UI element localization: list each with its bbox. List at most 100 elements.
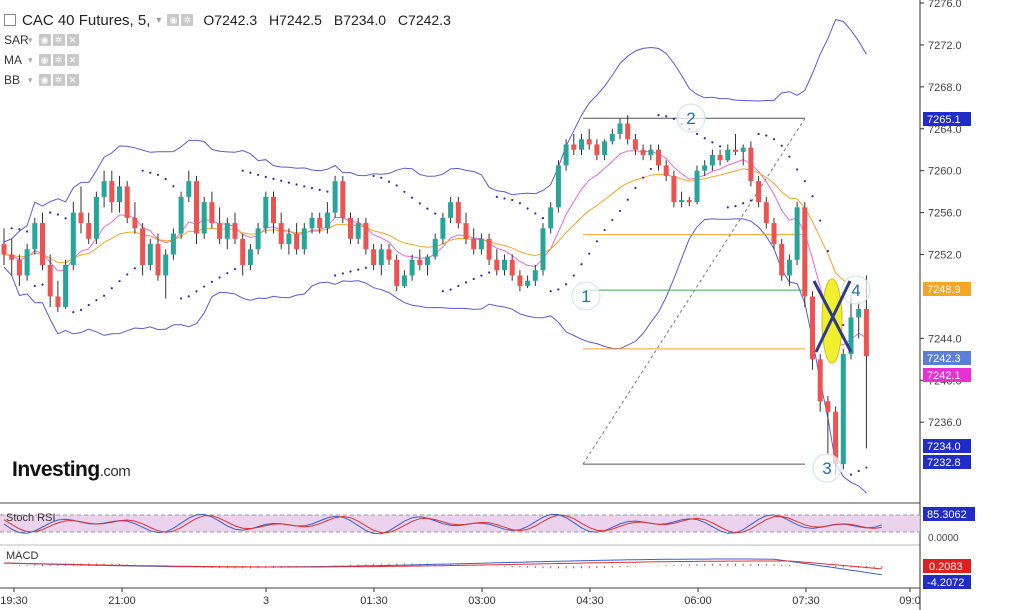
close-icon: ✕ bbox=[66, 74, 79, 86]
indicator-row-ma[interactable]: MA ▾ ◉ ✲ ✕ bbox=[4, 50, 459, 70]
sar-dot bbox=[557, 288, 560, 291]
y-tick-label: 7268.0 bbox=[928, 82, 962, 94]
candle-up bbox=[794, 207, 800, 260]
candle-up bbox=[563, 144, 569, 166]
sar-dot bbox=[534, 212, 537, 215]
macd-value2-tag bbox=[923, 575, 971, 589]
indicator-controls[interactable]: ◉ ✲ ✕ bbox=[38, 34, 79, 46]
candle-down bbox=[748, 147, 754, 182]
candle-up bbox=[425, 256, 430, 265]
dropdown-icon[interactable]: ▾ bbox=[28, 74, 33, 85]
gear-icon: ✲ bbox=[52, 54, 65, 66]
candle-down bbox=[825, 401, 831, 412]
sar-dot bbox=[141, 169, 144, 172]
y-tick-label: 7236.0 bbox=[928, 417, 962, 429]
candlesticks[interactable] bbox=[1, 115, 869, 475]
candle-down bbox=[1, 244, 7, 255]
sar-dot bbox=[164, 177, 167, 181]
sar-dot bbox=[865, 466, 868, 469]
indicator-row-bb[interactable]: BB ▾ ◉ ✲ ✕ bbox=[4, 70, 459, 90]
sar-dot bbox=[457, 284, 460, 288]
candle-up bbox=[548, 207, 554, 229]
y-tick-label: 7256.0 bbox=[928, 208, 962, 220]
open-value: O7242.3 bbox=[203, 12, 258, 28]
candle-down bbox=[771, 223, 777, 245]
price-tag-label: 7265.1 bbox=[927, 114, 961, 126]
sar-dot bbox=[611, 218, 614, 222]
y-tick-label: 7272.0 bbox=[928, 40, 962, 52]
stoch-value-tag bbox=[923, 507, 975, 521]
sar-dot bbox=[403, 190, 406, 193]
wave-label-circle bbox=[571, 281, 601, 311]
candle-up bbox=[617, 123, 623, 134]
sar-dot bbox=[310, 187, 314, 190]
candle-down bbox=[317, 217, 323, 229]
candle-up bbox=[247, 249, 253, 265]
candle-down bbox=[817, 359, 823, 402]
indicator-controls[interactable]: ◉ ✲ ✕ bbox=[38, 54, 79, 66]
wave-label-3: 3 bbox=[822, 459, 831, 478]
candle-down bbox=[40, 223, 45, 265]
sar-dot bbox=[395, 184, 398, 187]
sar-dot bbox=[819, 219, 822, 222]
sar-dot bbox=[434, 212, 437, 215]
dropdown-icon[interactable]: ▾ bbox=[28, 54, 33, 65]
candle-up bbox=[401, 275, 407, 286]
sar-dot bbox=[195, 290, 198, 293]
annotations[interactable]: 1 2 3 4 bbox=[571, 103, 871, 483]
candle-up bbox=[301, 228, 307, 250]
candle-up bbox=[725, 149, 731, 161]
sar-dot bbox=[241, 169, 244, 172]
candle-up bbox=[63, 265, 69, 307]
candle-up bbox=[694, 170, 700, 203]
candle-up bbox=[602, 141, 608, 155]
macd-label[interactable]: MACD bbox=[6, 550, 39, 562]
time-axis[interactable]: 19:30 21:00 3 01:30 03:00 04:30 06:00 07:30 09:0 bbox=[0, 588, 921, 607]
price-tag bbox=[923, 368, 971, 382]
candle-up bbox=[702, 165, 708, 171]
indicator-row-sar[interactable]: SAR ▾ ◉ ✲ ✕ bbox=[4, 30, 459, 50]
candle-up bbox=[448, 202, 454, 218]
sar-dot bbox=[749, 199, 753, 202]
candle-up bbox=[147, 244, 153, 265]
sar-dot bbox=[657, 114, 660, 117]
sar-dot bbox=[357, 268, 360, 271]
candle-up bbox=[255, 228, 261, 250]
sar-dot bbox=[449, 288, 452, 291]
dropdown-icon[interactable]: ▾ bbox=[28, 34, 33, 45]
candle-up bbox=[502, 259, 507, 271]
sar-dot bbox=[711, 141, 714, 144]
price-tag bbox=[923, 112, 971, 126]
sar-dot bbox=[411, 196, 414, 199]
sar-dot bbox=[480, 274, 483, 277]
price-tag-label: 7242.3 bbox=[927, 353, 961, 365]
candle-down bbox=[124, 186, 130, 218]
symbol-title[interactable]: CAC 40 Futures, 5, bbox=[22, 11, 151, 29]
sar-dot bbox=[603, 228, 606, 232]
dropdown-icon[interactable]: ▾ bbox=[156, 14, 162, 26]
sar-dot bbox=[303, 185, 306, 188]
macd-pane[interactable]: 0.2083 -4.2072 bbox=[3, 558, 971, 589]
sar-dot bbox=[495, 195, 498, 198]
stoch-rsi-label[interactable]: Stoch RSI bbox=[6, 512, 56, 524]
candle-down bbox=[16, 259, 22, 276]
candle-down bbox=[779, 244, 785, 276]
sar-dot bbox=[264, 175, 267, 178]
menu-icon[interactable] bbox=[4, 14, 16, 26]
candle-down bbox=[763, 202, 769, 224]
candle-down bbox=[509, 259, 515, 276]
symbol-controls[interactable]: ◉ ✲ bbox=[167, 14, 194, 26]
wave-label-circle bbox=[676, 103, 706, 133]
sar-dot bbox=[218, 276, 221, 279]
sar-dot bbox=[72, 311, 75, 314]
candle-up bbox=[532, 270, 538, 281]
sar-dot bbox=[626, 198, 629, 201]
candle-down bbox=[386, 249, 392, 260]
stoch-rsi-pane[interactable]: 85.3062 0.0000 bbox=[0, 507, 975, 544]
low-value: B7234.0 bbox=[333, 12, 387, 28]
indicator-controls[interactable]: ◉ ✲ ✕ bbox=[38, 74, 79, 86]
sar-dot bbox=[380, 176, 383, 179]
sar-dot bbox=[387, 180, 391, 183]
